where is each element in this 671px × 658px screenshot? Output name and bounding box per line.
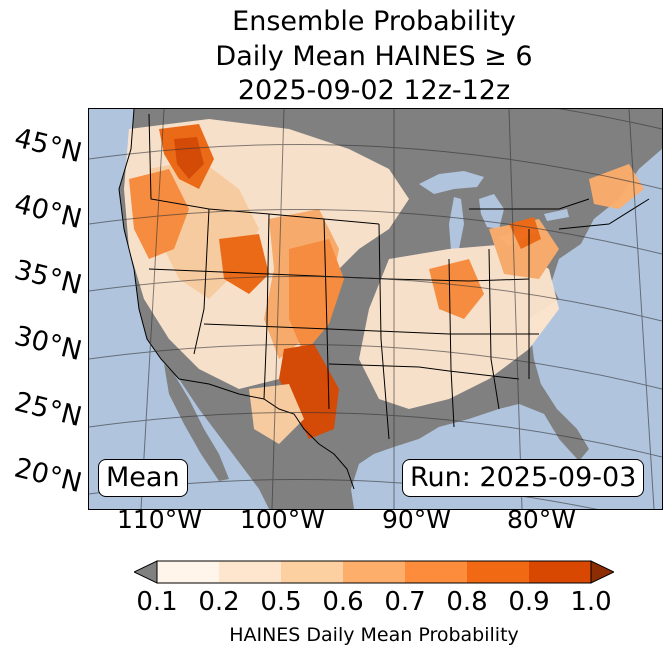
colorbar-bin <box>467 561 529 583</box>
colorbar-tick: 0.2 <box>198 587 240 617</box>
colorbar-bin <box>157 561 219 583</box>
lat-label-35: 35°N <box>11 254 85 302</box>
colorbar-frame <box>156 560 592 584</box>
title-line-1: Ensemble Probability <box>232 6 516 37</box>
colorbar <box>134 560 614 584</box>
probability-shading <box>124 119 644 444</box>
colorbar-tick: 0.5 <box>260 587 302 617</box>
lon-label-80: 80°W <box>507 505 577 534</box>
lon-label-100: 100°W <box>240 505 325 534</box>
colorbar-tick: 0.1 <box>136 587 178 617</box>
lat-label-20: 20°N <box>11 452 85 500</box>
run-date-box: Run: 2025-09-03 <box>402 459 645 497</box>
map-canvas <box>89 109 662 509</box>
atlantic-ocean <box>529 149 662 509</box>
lon-label-110: 110°W <box>117 505 202 534</box>
colorbar-label: HAINES Daily Mean Probability <box>229 624 519 646</box>
colorbar-bin <box>219 561 281 583</box>
graticule <box>89 109 662 509</box>
colorbar-tick: 1.0 <box>570 587 612 617</box>
colorbar-bin <box>405 561 467 583</box>
colorbar-bin <box>529 561 591 583</box>
title-line-3: 2025-09-02 12z-12z <box>237 75 511 106</box>
colorbar-tick: 0.7 <box>384 587 426 617</box>
lake-huron <box>479 194 504 229</box>
title-line-2: Daily Mean HAINES ≥ 6 <box>215 41 533 72</box>
colorbar-tick: 0.9 <box>508 587 550 617</box>
lake-superior <box>419 171 484 194</box>
lat-label-40: 40°N <box>11 188 85 236</box>
map-panel: Mean Run: 2025-09-03 <box>88 108 663 510</box>
colorbar-under-arrow <box>134 560 158 584</box>
lake-ontario <box>544 209 569 221</box>
lat-label-45: 45°N <box>11 122 85 170</box>
lat-label-30: 30°N <box>11 320 85 368</box>
state-borders <box>118 109 650 490</box>
statistic-box: Mean <box>98 459 188 497</box>
pacific-ocean <box>89 109 269 509</box>
colorbar-bin <box>281 561 343 583</box>
lat-label-25: 25°N <box>11 386 85 434</box>
lake-michigan <box>449 197 464 251</box>
lon-label-90: 90°W <box>382 505 452 534</box>
baja-peninsula <box>164 364 229 481</box>
colorbar-bin <box>343 561 405 583</box>
colorbar-tick: 0.6 <box>322 587 364 617</box>
colorbar-tick: 0.8 <box>446 587 488 617</box>
colorbar-over-arrow <box>590 560 614 584</box>
